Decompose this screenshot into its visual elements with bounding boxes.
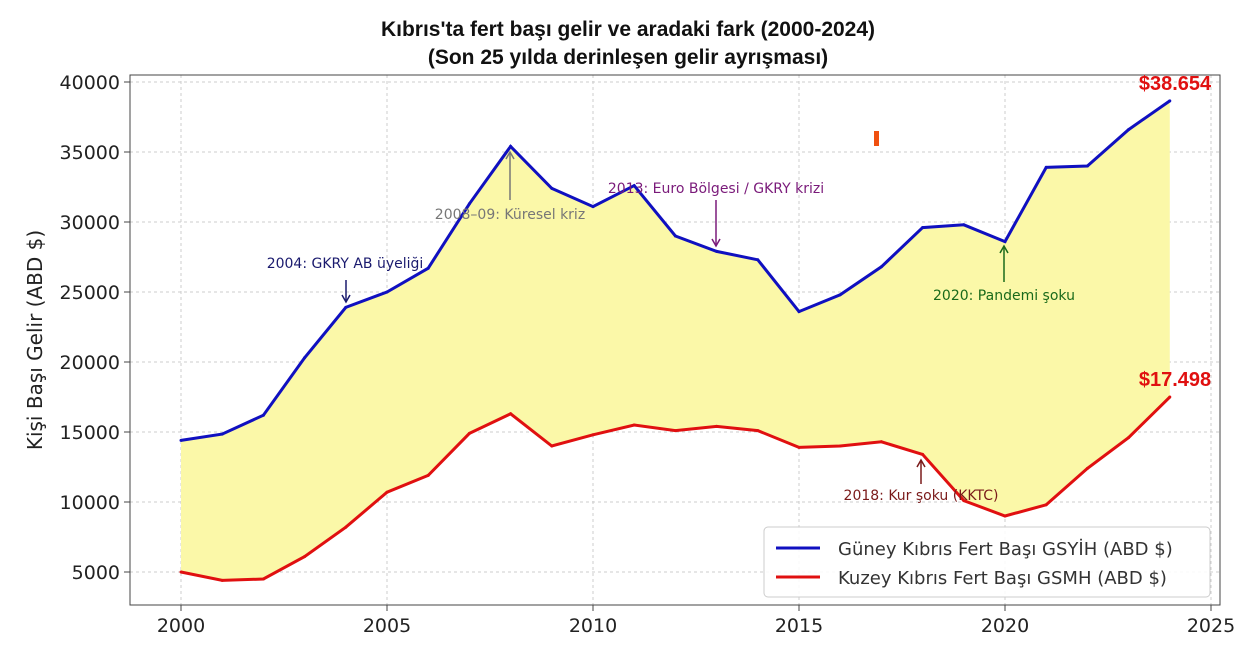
data-point xyxy=(632,423,636,427)
data-point xyxy=(1044,503,1048,507)
x-tick-label: 2025 xyxy=(1187,615,1235,637)
data-point xyxy=(879,265,883,269)
y-tick-label: 35000 xyxy=(60,142,120,164)
data-point xyxy=(879,440,883,444)
data-point xyxy=(303,356,307,360)
data-point xyxy=(467,202,471,206)
y-tick-label: 10000 xyxy=(60,492,120,514)
data-point xyxy=(591,205,595,209)
data-point xyxy=(1003,240,1007,244)
data-point xyxy=(303,555,307,559)
x-tick-label: 2010 xyxy=(569,615,617,637)
data-point xyxy=(1168,395,1172,399)
annotation-label: 2018: Kur şoku (KKTC) xyxy=(844,488,999,504)
data-point xyxy=(261,413,265,417)
data-point xyxy=(921,452,925,456)
data-point xyxy=(220,432,224,436)
chart-subtitle: (Son 25 yılda derinleşen gelir ayrışması… xyxy=(428,46,828,69)
data-point xyxy=(715,249,719,253)
gap-fill-area xyxy=(181,100,1170,581)
data-point xyxy=(797,445,801,449)
data-point xyxy=(1127,436,1131,440)
annotation-label: 2004: GKRY AB üyeliği xyxy=(267,256,424,272)
y-tick-label: 25000 xyxy=(60,282,120,304)
legend: Güney Kıbrıs Fert Başı GSYİH (ABD $) Kuz… xyxy=(763,526,1211,598)
data-point xyxy=(1044,165,1048,169)
data-point xyxy=(509,412,513,416)
data-point xyxy=(385,290,389,294)
data-point xyxy=(344,305,348,309)
x-tick-label: 2015 xyxy=(775,615,823,637)
data-point xyxy=(179,570,183,574)
y-axis-label: Kişi Başı Gelir (ABD $) xyxy=(23,230,47,450)
data-point xyxy=(261,577,265,581)
data-point xyxy=(1127,128,1131,132)
legend-label-south: Güney Kıbrıs Fert Başı GSYİH (ABD $) xyxy=(838,539,1173,560)
y-tick-label: 40000 xyxy=(60,72,120,94)
end-label-south: $38.654 xyxy=(1139,73,1212,95)
data-point xyxy=(550,444,554,448)
data-point xyxy=(838,293,842,297)
end-label-north: $17.498 xyxy=(1139,369,1211,391)
data-point xyxy=(385,490,389,494)
x-tick-label: 2000 xyxy=(157,615,205,637)
data-point xyxy=(591,433,595,437)
data-point xyxy=(509,144,513,148)
data-point xyxy=(179,438,183,442)
legend-label-north: Kuzey Kıbrıs Fert Başı GSMH (ABD $) xyxy=(838,568,1167,589)
data-point xyxy=(1085,164,1089,168)
plot-frame xyxy=(129,74,1221,606)
arrowhead-icon xyxy=(341,294,351,304)
arrowhead-icon xyxy=(916,458,926,468)
marker-artifact xyxy=(874,131,879,146)
data-point xyxy=(467,431,471,435)
data-point xyxy=(1168,99,1172,103)
y-tick-label: 15000 xyxy=(60,422,120,444)
y-tick-label: 20000 xyxy=(60,352,120,374)
data-point xyxy=(962,223,966,227)
data-point xyxy=(344,525,348,529)
data-point xyxy=(550,186,554,190)
y-tick-label: 5000 xyxy=(72,562,120,584)
annotation-label: 2008–09: Küresel kriz xyxy=(435,207,585,223)
data-point xyxy=(426,266,430,270)
annotation-label: 2020: Pandemi şoku xyxy=(933,288,1075,304)
data-point xyxy=(921,226,925,230)
annotation-label: 2013: Euro Bölgesi / GKRY krizi xyxy=(608,181,824,197)
x-tick-label: 2020 xyxy=(981,615,1029,637)
data-point xyxy=(220,578,224,582)
data-point xyxy=(673,429,677,433)
data-point xyxy=(797,310,801,314)
data-point xyxy=(1003,514,1007,518)
x-tick-label: 2005 xyxy=(363,615,411,637)
data-point xyxy=(838,444,842,448)
data-point xyxy=(756,258,760,262)
arrowhead-icon xyxy=(505,150,515,160)
data-point xyxy=(715,424,719,428)
data-point xyxy=(962,499,966,503)
data-point xyxy=(426,473,430,477)
data-point xyxy=(673,234,677,238)
y-tick-label: 30000 xyxy=(60,212,120,234)
arrowhead-icon xyxy=(711,238,721,248)
data-point xyxy=(1085,466,1089,470)
data-point xyxy=(756,429,760,433)
arrowhead-icon xyxy=(999,244,1009,254)
data-point xyxy=(632,184,636,188)
chart-title: Kıbrıs'ta fert başı gelir ve aradaki far… xyxy=(381,18,875,41)
